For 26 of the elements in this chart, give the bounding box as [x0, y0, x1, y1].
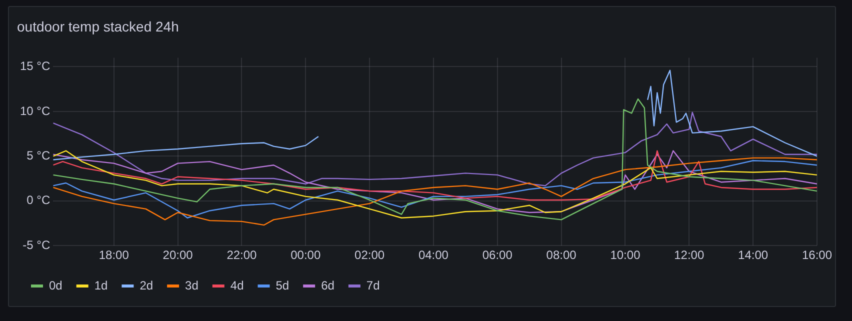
y-tick-label: -5 °C [22, 238, 50, 252]
x-tick-label: 10:00 [610, 248, 641, 262]
legend-label: 7d [366, 278, 380, 292]
chart-title: outdoor temp stacked 24h [17, 18, 179, 34]
x-tick-label: 20:00 [162, 248, 194, 262]
legend-label: 1d [94, 278, 108, 292]
x-tick-label: 04:00 [418, 248, 449, 262]
legend-label: 6d [321, 278, 334, 292]
x-tick-label: 02:00 [354, 248, 385, 262]
legend-label: 4d [230, 278, 244, 292]
x-tick-label: 00:00 [290, 248, 321, 262]
y-tick-label: 10 °C [20, 104, 50, 118]
x-tick-label: 14:00 [738, 248, 768, 262]
legend-label: 0d [49, 278, 62, 292]
x-tick-label: 12:00 [674, 248, 704, 262]
legend-label: 2d [140, 278, 154, 292]
y-tick-label: 0 °C [26, 193, 50, 208]
legend-label: 3d [185, 278, 198, 292]
x-tick-label: 06:00 [482, 248, 513, 262]
x-tick-label: 16:00 [802, 248, 832, 262]
y-tick-label: 5 °C [26, 148, 50, 162]
legend-label: 5d [276, 278, 290, 292]
x-tick-label: 18:00 [98, 248, 130, 262]
x-tick-label: 22:00 [226, 248, 258, 262]
y-tick-label: 15 °C [20, 59, 50, 74]
x-tick-label: 08:00 [546, 248, 577, 262]
